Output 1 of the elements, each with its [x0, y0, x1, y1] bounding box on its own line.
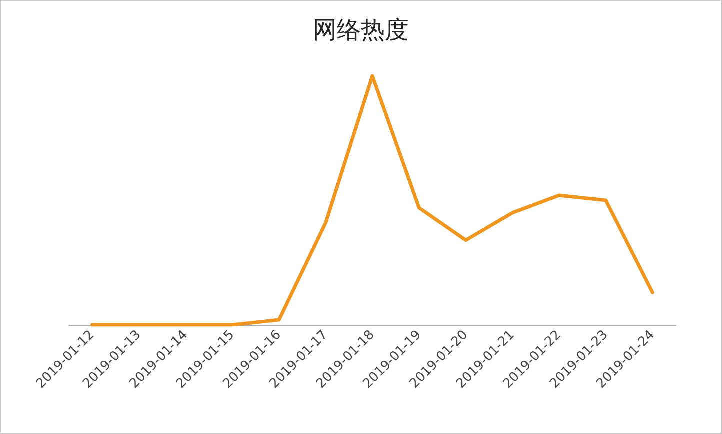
chart-title: 网络热度 [313, 16, 409, 44]
